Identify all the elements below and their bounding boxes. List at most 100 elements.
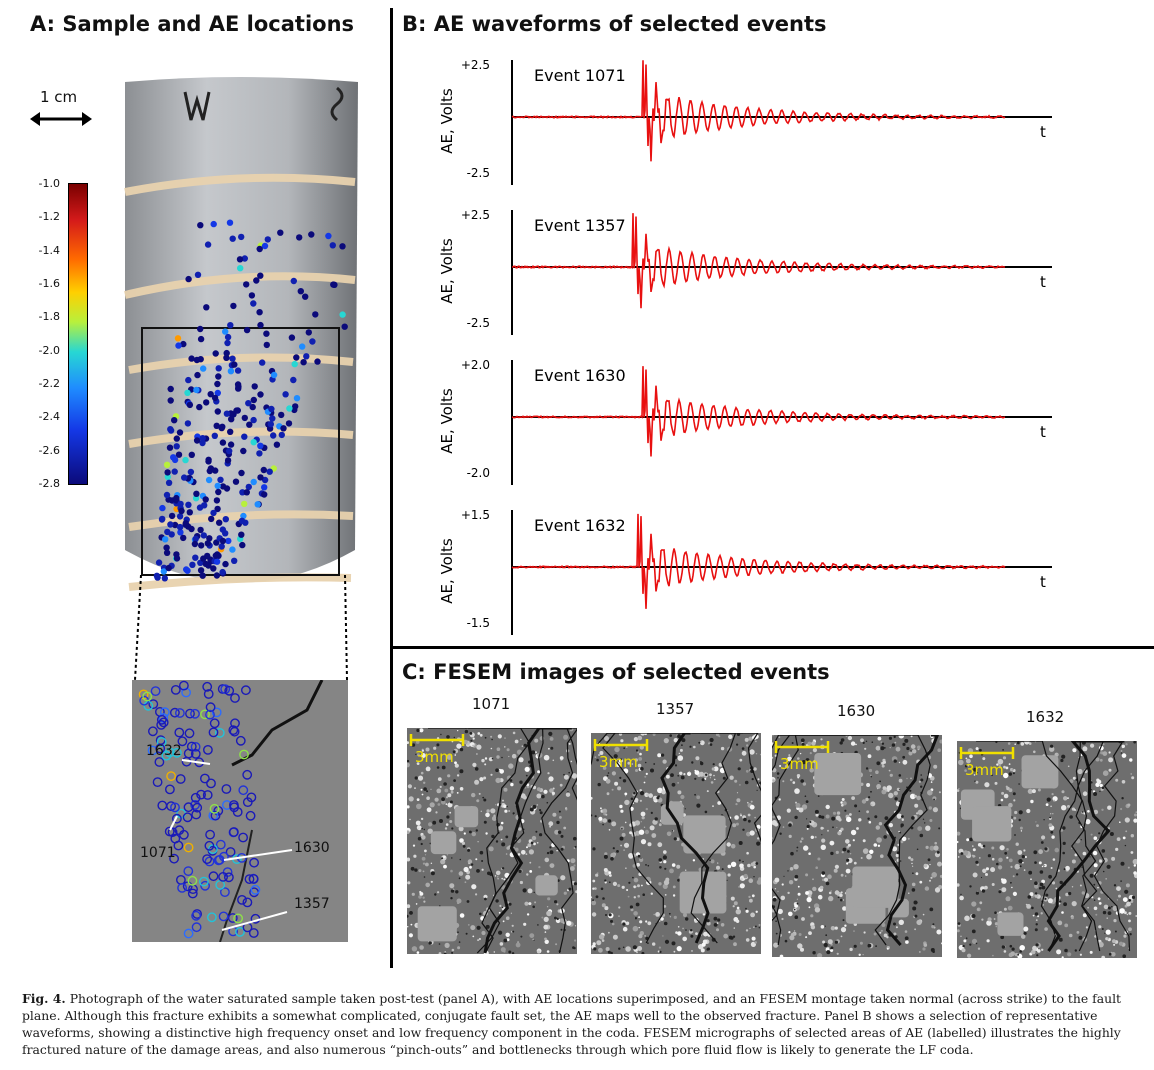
ae-event-dot bbox=[186, 509, 193, 516]
ae-event-dot bbox=[176, 429, 184, 436]
inset-ae-circle bbox=[155, 743, 166, 754]
ae-event-dot bbox=[213, 497, 221, 504]
ae-event-dot bbox=[237, 265, 244, 272]
inset-ae-circle bbox=[156, 714, 167, 725]
waveform-y-label: AE, Volts bbox=[438, 538, 456, 604]
ae-event-dot bbox=[212, 467, 219, 474]
inset-ae-circle bbox=[183, 748, 194, 759]
waveform-ymin-label: -2.0 bbox=[467, 466, 490, 480]
fesem-scale-label: 3mm bbox=[965, 761, 1004, 779]
ae-event-dot bbox=[250, 478, 257, 486]
ae-event-dot bbox=[222, 560, 229, 568]
ae-event-dot bbox=[174, 335, 182, 342]
inset-ae-circle bbox=[228, 725, 239, 735]
inset-ae-circle bbox=[184, 728, 195, 739]
inset-ae-circle bbox=[205, 829, 216, 840]
ae-event-dot bbox=[241, 255, 248, 262]
ae-event-dot bbox=[232, 478, 240, 485]
ae-event-dot bbox=[223, 485, 231, 492]
inset-ae-circle bbox=[174, 727, 185, 738]
ae-event-dot bbox=[164, 469, 171, 476]
ae-event-dot bbox=[182, 520, 189, 527]
ae-event-dot bbox=[197, 335, 205, 343]
ae-event-dot bbox=[233, 407, 240, 414]
ae-event-dot bbox=[297, 288, 304, 295]
inset-ae-circle bbox=[190, 800, 200, 810]
ae-event-dot bbox=[236, 256, 244, 263]
ae-event-dot bbox=[277, 229, 284, 236]
inset-ae-circle bbox=[225, 847, 236, 857]
ae-event-dot bbox=[229, 355, 236, 362]
inset-ae-circle bbox=[199, 876, 209, 887]
inset-ae-circle bbox=[245, 810, 256, 821]
ae-event-dot bbox=[163, 461, 171, 468]
waveform-plot: +1.5 -1.5 AE, Volts Event 1632 t bbox=[438, 508, 1052, 635]
caption-text: Photograph of the water saturated sample… bbox=[22, 991, 1122, 1057]
ae-event-dot bbox=[213, 572, 221, 579]
inset-ae-circle bbox=[248, 874, 259, 884]
inset-ae-circle bbox=[233, 913, 244, 924]
ae-event-dot bbox=[167, 385, 174, 393]
ae-event-dot bbox=[309, 338, 316, 345]
ae-event-dot bbox=[270, 371, 278, 379]
colorbar-tick-label: -1.4 bbox=[38, 243, 60, 257]
ae-event-dot bbox=[163, 549, 171, 556]
inset-ae-circle bbox=[207, 912, 217, 923]
ae-event-dot bbox=[218, 543, 225, 550]
ae-event-dot bbox=[199, 572, 206, 579]
inset-ae-circle bbox=[203, 745, 213, 755]
ae-event-dot bbox=[234, 367, 242, 374]
ae-event-dot bbox=[168, 531, 175, 538]
inset-ae-circle bbox=[179, 680, 189, 691]
ae-event-dot bbox=[180, 340, 187, 348]
inset-ae-circle bbox=[227, 913, 238, 923]
ae-event-dot bbox=[246, 421, 253, 428]
inset-ae-circle bbox=[142, 691, 153, 702]
ae-event-dot bbox=[164, 473, 171, 481]
inset-ae-circle bbox=[202, 790, 213, 800]
inset-fesem-montage bbox=[132, 680, 348, 942]
ae-event-dot bbox=[192, 535, 199, 542]
ae-event-dot bbox=[204, 552, 211, 560]
ae-event-dot bbox=[224, 339, 231, 347]
fesem-image-label: 1630 bbox=[837, 702, 876, 720]
waveform-trace bbox=[512, 213, 1006, 309]
inset-ae-circle bbox=[202, 854, 213, 865]
ae-event-dot bbox=[242, 519, 249, 526]
waveform-ymin-label: -1.5 bbox=[467, 616, 490, 630]
ae-event-dot bbox=[173, 435, 180, 442]
ae-event-dot bbox=[166, 444, 174, 451]
inset-ae-circle bbox=[200, 880, 211, 891]
panel-c-title: C: FESEM images of selected events bbox=[402, 660, 830, 684]
inset-ae-circle bbox=[175, 708, 185, 718]
inset-ae-circle bbox=[170, 802, 180, 813]
ae-event-dot bbox=[185, 275, 192, 283]
waveform-event-label: Event 1632 bbox=[534, 516, 626, 535]
ae-event-dot bbox=[188, 355, 195, 362]
ae-event-dot bbox=[200, 532, 207, 539]
waveform-event-label: Event 1071 bbox=[534, 66, 626, 85]
ae-event-dot bbox=[189, 561, 196, 568]
ae-event-dot bbox=[263, 330, 270, 337]
ae-event-dot bbox=[290, 376, 297, 384]
ae-event-dot bbox=[171, 521, 179, 529]
ae-event-dot bbox=[312, 311, 319, 318]
ae-event-dot bbox=[241, 500, 248, 508]
ae-event-dot bbox=[171, 417, 178, 424]
inset-ae-circle bbox=[191, 910, 201, 921]
ae-event-dot bbox=[224, 333, 232, 341]
ae-event-dot bbox=[194, 271, 202, 278]
inset-ae-circle bbox=[183, 842, 194, 853]
fesem-scale-label: 3mm bbox=[780, 755, 819, 773]
ae-event-dot bbox=[227, 428, 234, 435]
colorbar-tick-label: -2.4 bbox=[38, 410, 60, 424]
ae-event-dot bbox=[231, 361, 238, 368]
ae-event-dot bbox=[257, 272, 264, 279]
ae-event-dot bbox=[243, 326, 251, 334]
waveform-y-label: AE, Volts bbox=[438, 238, 456, 304]
inset-ae-circle bbox=[170, 684, 181, 695]
inset-label-1630: 1630 bbox=[294, 840, 330, 856]
ae-event-dot bbox=[203, 304, 210, 311]
ae-event-dot bbox=[238, 469, 245, 477]
waveform-trace bbox=[511, 513, 1006, 609]
